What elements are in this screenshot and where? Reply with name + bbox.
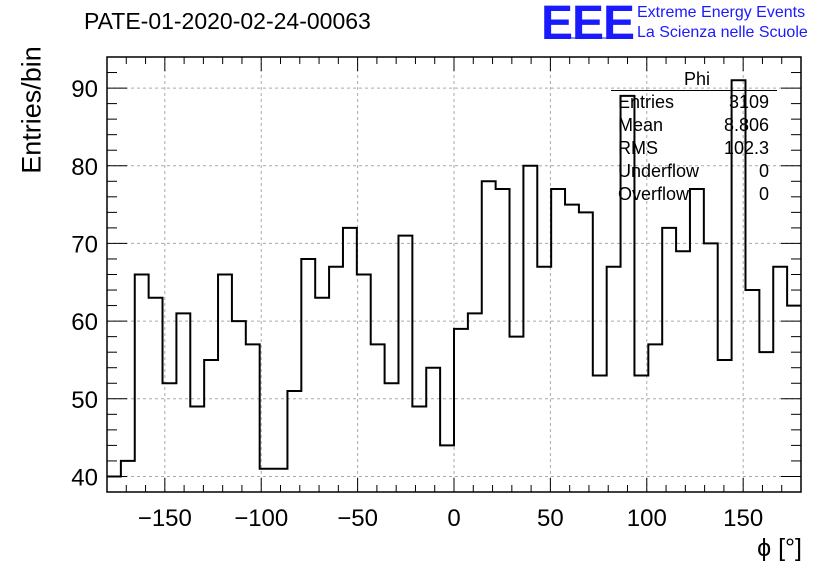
eee-logo: EEE bbox=[541, 0, 635, 50]
chart-title: PATE-01-2020-02-24-00063 bbox=[84, 8, 371, 34]
stats-title: Phi bbox=[611, 68, 777, 91]
stats-box: Phi Entries 3109 Mean 8.806 RMS 102.3 Un… bbox=[611, 68, 777, 206]
x-tick-label: 50 bbox=[537, 505, 564, 532]
x-tick-label: 0 bbox=[447, 505, 460, 532]
logo-line-1: Extreme Energy Events bbox=[637, 4, 806, 21]
stats-label: RMS bbox=[618, 138, 658, 158]
y-tick-label: 40 bbox=[71, 464, 98, 491]
x-tick-label: 100 bbox=[627, 505, 667, 532]
stats-label: Entries bbox=[618, 92, 675, 112]
stats-label: Overflow bbox=[618, 184, 690, 204]
stats-label: Mean bbox=[618, 115, 664, 135]
y-tick-label: 60 bbox=[71, 309, 98, 336]
stats-value: 0 bbox=[758, 161, 769, 181]
histogram-series bbox=[107, 79, 801, 478]
stats-row-underflow: Underflow 0 bbox=[611, 160, 777, 183]
plot-frame bbox=[106, 56, 802, 493]
x-axis-label: ϕ [°] bbox=[757, 534, 802, 562]
stats-value: 3109 bbox=[728, 92, 769, 112]
stats-value: 102.3 bbox=[723, 138, 769, 158]
stats-row-mean: Mean 8.806 bbox=[611, 114, 777, 137]
y-tick-label: 80 bbox=[71, 154, 98, 181]
y-tick-label: 50 bbox=[71, 387, 98, 414]
stats-value: 8.806 bbox=[723, 115, 769, 135]
y-axis-label: Entries/bin bbox=[16, 46, 47, 174]
x-tick-label: −100 bbox=[234, 505, 288, 532]
x-tick-label: 150 bbox=[723, 505, 763, 532]
y-tick-label: 90 bbox=[71, 76, 98, 103]
x-tick-label: −150 bbox=[138, 505, 192, 532]
y-tick-label: 70 bbox=[71, 231, 98, 258]
stats-row-overflow: Overflow 0 bbox=[611, 183, 777, 206]
stats-label: Underflow bbox=[618, 161, 700, 181]
x-tick-label: −50 bbox=[337, 505, 378, 532]
stats-value: 0 bbox=[758, 184, 769, 204]
logo-line-2: La Scienza nelle Scuole bbox=[637, 24, 808, 41]
stats-row-entries: Entries 3109 bbox=[611, 91, 777, 114]
stats-row-rms: RMS 102.3 bbox=[611, 137, 777, 160]
